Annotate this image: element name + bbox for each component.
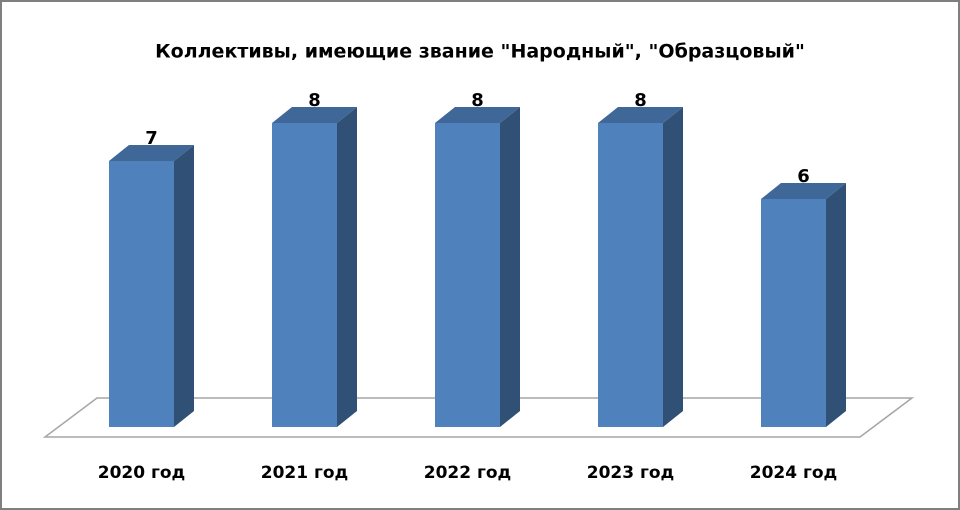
chart-title: Коллективы, имеющие звание "Народный", "…	[155, 41, 805, 63]
bar-front	[598, 123, 663, 427]
x-tick-label: 2023 год	[587, 463, 675, 483]
bar-side	[337, 107, 357, 427]
bar-top	[435, 107, 520, 123]
x-tick-label: 2020 год	[98, 463, 186, 483]
bar-front	[109, 161, 174, 427]
bar-top	[109, 145, 194, 161]
value-label: 8	[634, 90, 647, 111]
value-label: 6	[797, 166, 810, 187]
bar-top	[598, 107, 683, 123]
bar-side	[663, 107, 683, 427]
bar-side	[826, 183, 846, 427]
bar	[598, 107, 683, 427]
bar-side	[174, 145, 194, 427]
bar	[761, 183, 846, 427]
value-label: 8	[471, 90, 484, 111]
x-tick-label: 2024 год	[750, 463, 838, 483]
bar-side	[500, 107, 520, 427]
value-label: 7	[145, 128, 158, 149]
x-tick-label: 2022 год	[424, 463, 512, 483]
bar-front	[435, 123, 500, 427]
bar	[109, 145, 194, 427]
bar-front	[761, 199, 826, 427]
bar-top	[272, 107, 357, 123]
x-tick-label: 2021 год	[261, 463, 349, 483]
value-label: 8	[308, 90, 321, 111]
bar	[435, 107, 520, 427]
bar-top	[761, 183, 846, 199]
bar	[272, 107, 357, 427]
bar-front	[272, 123, 337, 427]
